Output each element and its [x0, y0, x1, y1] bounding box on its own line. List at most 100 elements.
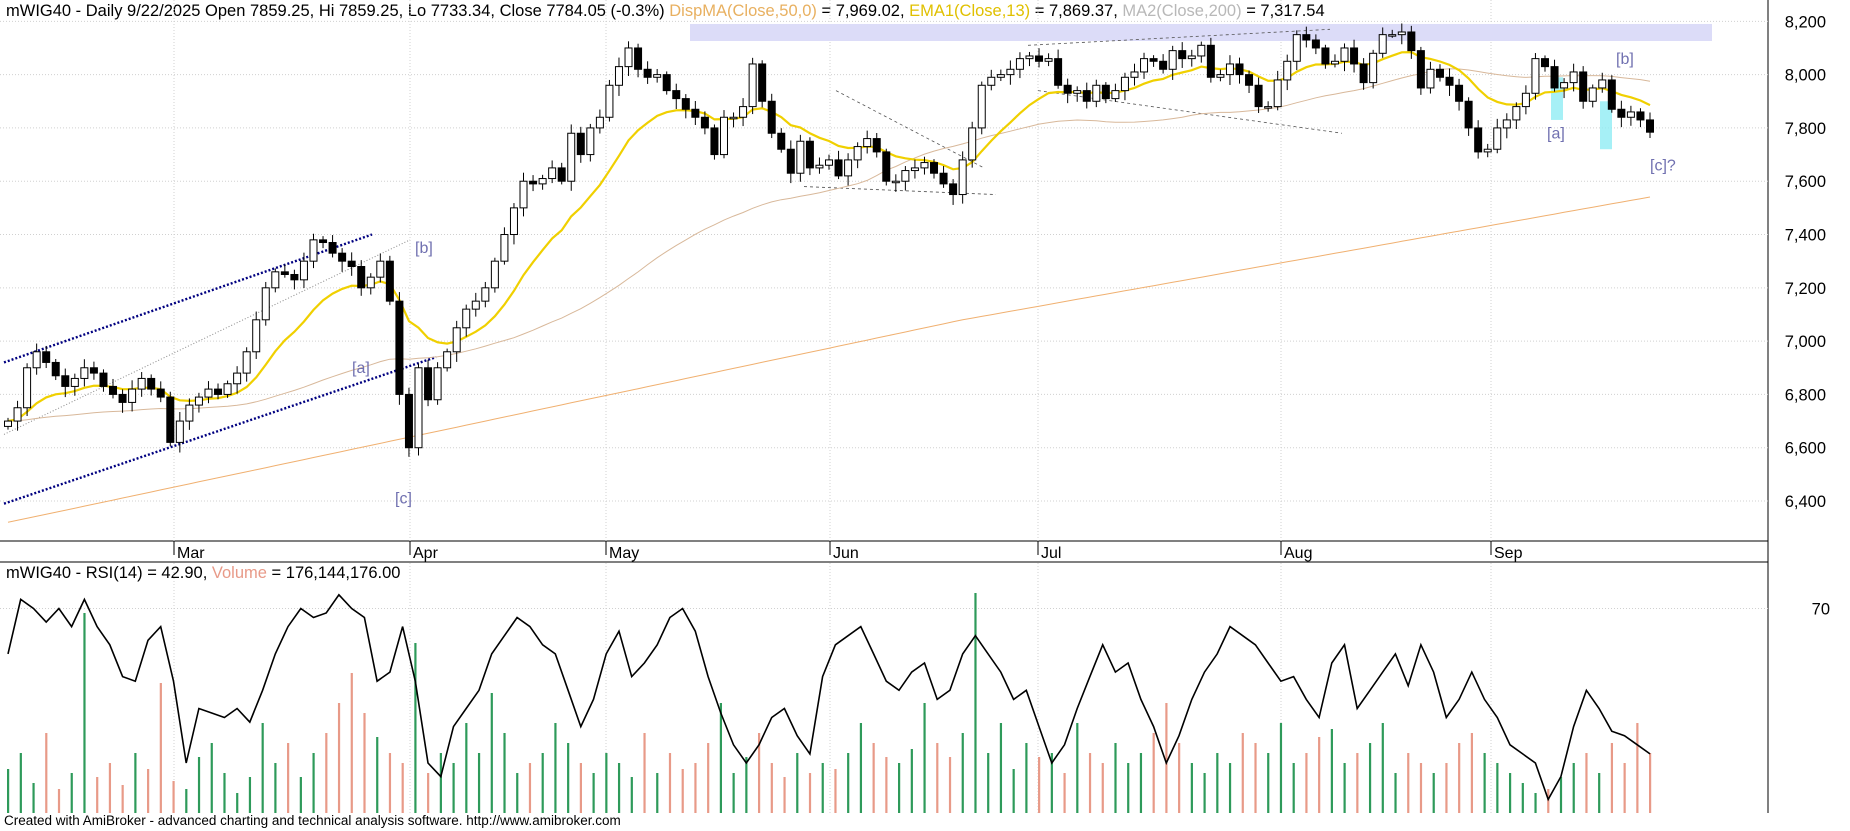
candle-body	[920, 162, 929, 169]
volume-bar	[987, 753, 990, 813]
candle-body	[1206, 44, 1215, 78]
volume-bar	[681, 769, 684, 813]
candle-body	[481, 287, 490, 302]
candle-body	[1264, 106, 1273, 109]
candle-body	[1493, 127, 1502, 150]
ma200-value: = 7,317.54	[1246, 2, 1325, 20]
candle-body	[1617, 108, 1626, 118]
volume-bar	[490, 693, 493, 813]
volume-bar	[617, 763, 621, 813]
candle-body	[538, 178, 547, 185]
volume-bar	[1292, 763, 1295, 813]
candle-body	[1636, 111, 1645, 121]
candle-body	[1168, 50, 1177, 70]
symbol-name: mWIG40	[6, 2, 72, 20]
candle-body	[1054, 58, 1063, 86]
ema13-line	[7, 50, 1651, 423]
candle-body	[739, 106, 748, 118]
volume-bar	[1610, 743, 1614, 813]
volume-bar	[1127, 763, 1130, 813]
volume-bar	[745, 757, 748, 813]
volume-bar	[236, 793, 239, 813]
volume-bar	[1368, 743, 1372, 813]
candle-body	[939, 172, 948, 185]
volume-bar	[45, 733, 48, 813]
candle-body	[949, 183, 958, 196]
volume-bar	[96, 777, 99, 813]
candle-body	[414, 367, 423, 449]
volume-bar	[427, 773, 430, 813]
volume-bar	[1559, 777, 1563, 813]
candle-body	[977, 84, 986, 129]
volume-bar	[503, 733, 506, 813]
volume-bar	[414, 643, 417, 813]
volume-bar	[1152, 733, 1155, 813]
candle-body	[1235, 63, 1244, 76]
volume-bar	[1228, 763, 1232, 813]
candle-body	[672, 90, 681, 100]
volume-bar	[1394, 773, 1397, 813]
candle-body	[1435, 68, 1444, 78]
volume-bar	[719, 703, 723, 813]
candle-body	[1082, 90, 1091, 102]
volume-bar	[1267, 753, 1270, 813]
volume-bar	[732, 773, 735, 813]
candle-body	[1579, 71, 1588, 102]
volume-bar	[668, 753, 672, 813]
candle-body	[51, 361, 60, 377]
candle-body	[471, 300, 480, 310]
candle-body	[280, 271, 289, 275]
candle-body	[80, 367, 89, 379]
candle-body	[1292, 34, 1301, 62]
candle-body	[1388, 34, 1397, 37]
candle-body	[1550, 66, 1559, 89]
rsi-title: mWIG40 - RSI(14)	[6, 564, 143, 582]
candle-body	[1006, 68, 1015, 76]
candle-body	[834, 159, 843, 177]
ma200-line	[7, 196, 1651, 523]
volume-bar	[757, 733, 761, 813]
volume-bar	[363, 713, 366, 813]
candle-body	[214, 388, 223, 395]
candle-body	[1245, 74, 1254, 86]
candle-body	[1130, 71, 1139, 78]
month-label: Jun	[833, 545, 859, 562]
candle-body	[128, 388, 137, 403]
candle-body	[1340, 47, 1349, 62]
candle-body	[1512, 106, 1521, 121]
candle-body	[194, 396, 203, 406]
price-tick-label: 8,000	[1785, 67, 1826, 85]
trend-line	[803, 186, 997, 195]
candle-body	[338, 252, 347, 262]
volume-label: Volume	[211, 564, 267, 582]
volume-bar	[948, 757, 952, 813]
volume-bar	[1114, 743, 1117, 813]
volume-bar	[134, 753, 137, 813]
candle-body	[1178, 50, 1187, 60]
candle-body	[290, 273, 299, 281]
candle-body	[1035, 55, 1044, 62]
candle-body	[1369, 52, 1378, 84]
candle-body	[872, 138, 881, 153]
volume-bar	[796, 753, 799, 813]
volume-bar	[1585, 753, 1588, 813]
volume-bar	[7, 769, 10, 813]
high-value: Hi 7859.25	[318, 2, 399, 20]
candle-body	[1111, 90, 1120, 100]
volume-bar	[554, 723, 557, 813]
open-value: Open 7859.25	[205, 2, 310, 20]
candle-body	[23, 367, 32, 409]
volume-bar	[1279, 723, 1283, 813]
chart-header: mWIG40 - Daily 9/22/2025 Open 7859.25, H…	[6, 2, 1325, 20]
candle-body	[1378, 34, 1387, 54]
footer-credit: Created with AmiBroker - advanced charti…	[4, 813, 621, 828]
candle-body	[1273, 79, 1282, 108]
volume-bar	[83, 613, 86, 813]
candle-body	[299, 260, 308, 281]
volume-bar	[859, 723, 863, 813]
candle-body	[261, 287, 270, 321]
volume-bar	[350, 673, 353, 813]
candle-body	[614, 66, 623, 86]
volume-bar	[1318, 737, 1321, 813]
candle-body	[1120, 76, 1129, 92]
